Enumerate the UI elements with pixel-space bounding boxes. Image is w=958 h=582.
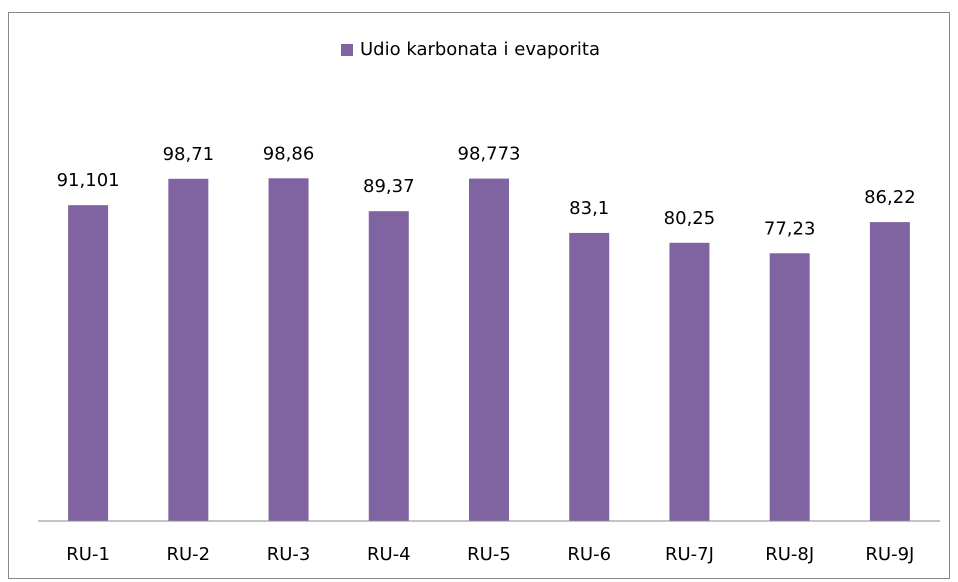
data-label: 89,37 bbox=[363, 176, 415, 197]
bar bbox=[68, 205, 109, 521]
x-tick-label: RU-5 bbox=[467, 544, 511, 565]
x-tick-label: RU-2 bbox=[167, 544, 211, 565]
data-label: 91,101 bbox=[57, 170, 120, 191]
bar bbox=[569, 232, 610, 522]
x-tick-label: RU-1 bbox=[66, 544, 110, 565]
bar bbox=[869, 222, 910, 521]
data-label: 80,25 bbox=[664, 208, 716, 229]
bar bbox=[669, 242, 710, 522]
x-tick-label: RU-9J bbox=[865, 544, 914, 565]
data-label: 98,86 bbox=[263, 143, 315, 164]
data-label: 83,1 bbox=[569, 198, 609, 219]
x-tick-label: RU-3 bbox=[267, 544, 311, 565]
bar bbox=[469, 178, 509, 522]
x-tick-label: RU-4 bbox=[367, 544, 411, 565]
bar bbox=[769, 253, 810, 521]
data-label: 98,773 bbox=[458, 144, 521, 165]
x-tick-label: RU-8J bbox=[765, 544, 814, 565]
x-tick-label: RU-6 bbox=[567, 544, 611, 565]
data-label: 98,71 bbox=[163, 144, 215, 165]
data-label: 77,23 bbox=[764, 218, 816, 239]
bar bbox=[368, 211, 409, 521]
legend-label: Udio karbonata i evaporita bbox=[360, 39, 600, 60]
bar bbox=[168, 178, 209, 521]
data-label: 86,22 bbox=[864, 187, 916, 208]
x-tick-label: RU-7J bbox=[665, 544, 714, 565]
legend-swatch bbox=[341, 44, 353, 56]
bar bbox=[268, 178, 309, 521]
